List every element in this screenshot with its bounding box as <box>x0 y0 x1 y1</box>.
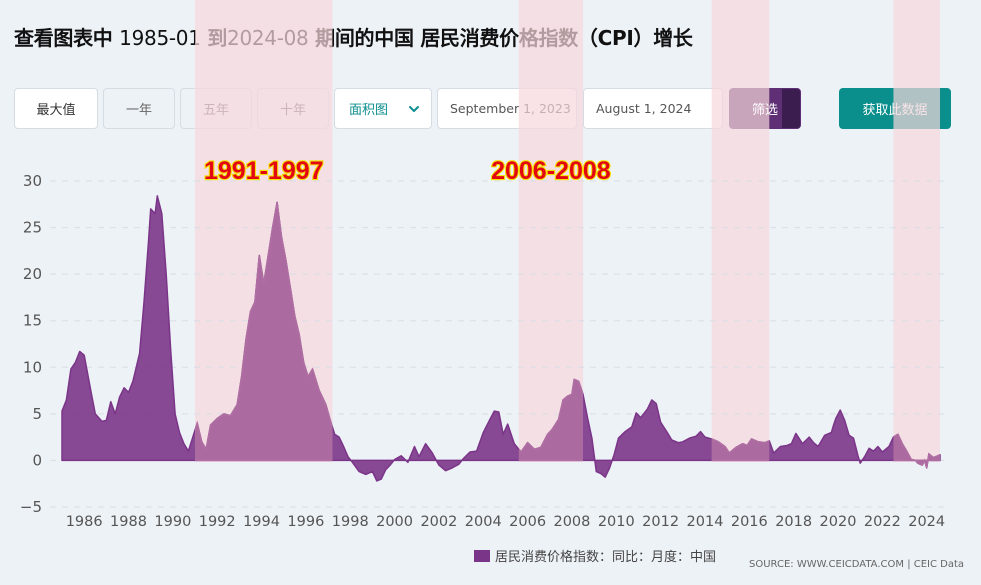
end-date-input[interactable]: August 1, 2024 <box>583 88 723 129</box>
cpi-area-chart: −5 0 5 10 15 20 25 30 1986 1988 1990 1992 1994 1996 19… <box>20 0 950 530</box>
y-tick-label: 15 <box>23 312 42 330</box>
max-range-button[interactable]: 最大值 <box>14 88 98 129</box>
one-year-button[interactable]: 一年 <box>103 88 175 129</box>
title-start-date: 1985-01 <box>119 26 201 50</box>
chart-legend: 居民消费价格指数：同比：月度：中国 <box>474 546 716 565</box>
x-tick-label: 1998 <box>332 514 369 530</box>
title-suffix: 期间的中国 居民消费价格指数（CPI）增长 <box>315 26 693 50</box>
end-date-value: August 1, 2024 <box>596 101 692 116</box>
chevron-down-icon <box>409 105 419 112</box>
x-tick-label: 2014 <box>687 514 724 530</box>
x-tick-label: 1994 <box>243 514 280 530</box>
period-label: 1991-1997 <box>204 157 324 185</box>
highlight-band-3 <box>893 0 940 462</box>
x-tick-label: 2018 <box>775 514 812 530</box>
x-tick-label: 1992 <box>199 514 236 530</box>
x-tick-label: 1996 <box>287 514 324 530</box>
series-area-highlight <box>195 202 333 462</box>
x-tick-label: 2012 <box>642 514 679 530</box>
legend-label: 居民消费价格指数：同比：月度：中国 <box>495 550 717 565</box>
legend-swatch <box>474 549 490 562</box>
series-area <box>61 195 941 482</box>
x-tick-label: 2004 <box>465 514 502 530</box>
y-tick-label: 10 <box>23 358 42 376</box>
series-area-highlight <box>518 378 584 462</box>
x-tick-label: 2024 <box>908 514 945 530</box>
filter-label: 筛选 <box>751 103 778 118</box>
x-tick-label: 1986 <box>66 514 103 530</box>
series-area-highlight <box>711 438 770 462</box>
x-tick-label: 2016 <box>731 514 768 530</box>
series-area-highlight <box>893 433 940 469</box>
max-range-label: 最大值 <box>36 103 76 118</box>
x-tick-label: 2002 <box>420 514 457 530</box>
chart-type-value: 面积图 <box>349 103 389 118</box>
x-tick-label: 2020 <box>820 514 857 530</box>
period-label: 2006-2008 <box>491 157 611 185</box>
highlight-band-2 <box>711 0 770 462</box>
title-prefix: 查看图表中 <box>14 26 113 50</box>
highlight-band-1 <box>518 0 584 462</box>
y-tick-label: 5 <box>32 405 42 423</box>
x-tick-label: 2010 <box>598 514 635 530</box>
y-tick-label: 20 <box>23 265 42 283</box>
x-tick-label: 1990 <box>154 514 191 530</box>
x-tick-label: 1988 <box>110 514 147 530</box>
x-tick-label: 2022 <box>864 514 901 530</box>
source-note: SOURCE: WWW.CEICDATA.COM | CEIC Data <box>749 559 965 570</box>
y-tick-label: 0 <box>32 451 42 469</box>
x-tick-label: 2008 <box>553 514 590 530</box>
x-tick-label: 2000 <box>376 514 413 530</box>
y-tick-label: 30 <box>23 172 42 190</box>
y-tick-label: 25 <box>23 219 42 237</box>
filter-button-edge <box>782 89 800 128</box>
y-tick-label: −5 <box>20 498 42 516</box>
x-tick-label: 2006 <box>509 514 546 530</box>
one-year-label: 一年 <box>125 103 152 118</box>
chart-type-select[interactable]: 面积图 <box>334 88 432 129</box>
